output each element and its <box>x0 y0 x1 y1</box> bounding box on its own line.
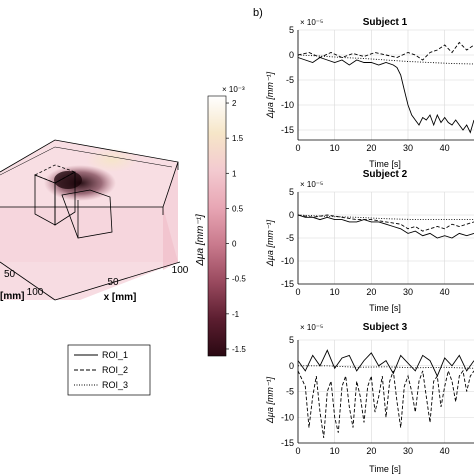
x-tick-label: 30 <box>403 143 413 153</box>
roi-cube <box>34 164 113 239</box>
activation-blob-core <box>54 171 82 189</box>
x-axis-3d <box>54 261 181 301</box>
colorbar-tick-label: 0.5 <box>232 204 244 213</box>
colorbar-tick-label: 1.5 <box>232 134 244 143</box>
y-tick-label: 5 <box>289 25 294 35</box>
y-tick-label: -15 <box>281 279 294 289</box>
x-tick-label: 0 <box>295 287 300 297</box>
x-tick-label: 40 <box>440 446 450 456</box>
subplot-title: Subject 2 <box>363 169 408 180</box>
x-axis-label: Time [s] <box>369 159 401 169</box>
x-axis-label: Time [s] <box>369 303 401 313</box>
y-tick-label: -10 <box>281 412 294 422</box>
volume-side-face <box>163 162 178 270</box>
colorbar-fill <box>207 95 227 357</box>
volume-base <box>0 262 178 300</box>
x-tick-label: 10 <box>330 287 340 297</box>
y-axis-3d <box>0 261 56 301</box>
box-wire-top-inner <box>0 146 173 176</box>
x-tick-label: 10 <box>330 446 340 456</box>
volume-front-face <box>0 207 178 262</box>
colorbar: × 10⁻³ 2 1.5 1 0.5 0 -0.5 -1 -1.5 Δμa [mm⁻¹] <box>195 85 246 357</box>
legend: ROI_1 ROI_2 ROI_3 <box>67 344 151 396</box>
y-tick-label: -5 <box>286 233 294 243</box>
series-line-roi-1 <box>297 214 474 239</box>
subplot-title: Subject 1 <box>363 17 408 28</box>
x-tick-label: 0 <box>295 446 300 456</box>
y-axis-label: Δμa [mm⁻¹] <box>265 376 275 424</box>
y-axis-label: [mm] <box>0 291 24 302</box>
panel-label-b: b) <box>253 7 263 19</box>
colorbar-tick-label: -1 <box>232 310 240 319</box>
y-tick-label: -10 <box>281 100 294 110</box>
y-tick-label: 0 <box>289 210 294 220</box>
y-exponent: × 10⁻⁵ <box>300 18 323 27</box>
y-axis-label: Δμa [mm⁻¹] <box>265 219 275 267</box>
y-tick-label: -15 <box>281 438 294 448</box>
colorbar-label: Δμa [mm⁻¹] <box>195 214 206 267</box>
colorbar-tick-label: 0 <box>232 240 237 249</box>
x-tick-label: 20 <box>366 287 376 297</box>
x-tick-50: 50 <box>107 277 119 288</box>
legend-label-roi-1: ROI_1 <box>102 350 128 360</box>
legend-label-roi-2: ROI_2 <box>102 365 128 375</box>
y-tick-label: 5 <box>289 187 294 197</box>
x-tick-label: 20 <box>366 143 376 153</box>
x-tick-label: 30 <box>403 287 413 297</box>
y-tick-label: -10 <box>281 256 294 266</box>
subplot-title: Subject 3 <box>363 322 408 333</box>
y-tick-label: -5 <box>286 75 294 85</box>
activation-glow <box>86 148 138 172</box>
series-line-roi-3 <box>297 54 474 65</box>
x-tick-label: 0 <box>295 143 300 153</box>
x-tick-100: 100 <box>172 265 189 276</box>
series-line-roi-2 <box>297 369 474 438</box>
colorbar-tick-label: -0.5 <box>232 275 246 284</box>
series-line-roi-2 <box>297 214 474 232</box>
y-tick-50: 50 <box>4 269 16 280</box>
y-axis-label: Δμa [mm⁻¹] <box>265 71 275 119</box>
colorbar-exponent: × 10⁻³ <box>222 85 245 94</box>
colorbar-tick-label: 2 <box>232 99 237 108</box>
colorbar-tick-label: -1.5 <box>232 345 246 354</box>
series-line-roi-1 <box>297 57 474 134</box>
subplot-subject-2: Subject 2 × 10⁻⁵ Δμa [mm⁻¹] Time [s] 0 10… <box>265 169 474 313</box>
y-tick-label: 0 <box>289 50 294 60</box>
x-tick-label: 40 <box>440 287 450 297</box>
x-tick-label: 10 <box>330 143 340 153</box>
x-axis-label: x [mm] <box>104 292 137 303</box>
y-exponent: × 10⁻⁵ <box>300 180 323 189</box>
colorbar-ticks: 2 1.5 1 0.5 0 -0.5 -1 -1.5 <box>226 99 246 354</box>
y-tick-label: 0 <box>289 361 294 371</box>
volume-3d: 50 100 x [mm] 50 100 [mm] <box>0 139 189 303</box>
series-line-roi-3 <box>298 365 474 369</box>
y-tick-label: -5 <box>286 387 294 397</box>
y-tick-label: -15 <box>281 125 294 135</box>
series-line-roi-3 <box>297 214 474 221</box>
x-tick-label: 20 <box>366 446 376 456</box>
x-tick-label: 40 <box>440 143 450 153</box>
series-line-roi-1 <box>297 349 474 378</box>
y-exponent: × 10⁻⁵ <box>300 323 323 332</box>
x-tick-label: 30 <box>403 446 413 456</box>
x-axis-label: Time [s] <box>369 464 401 474</box>
y-tick-100: 100 <box>27 287 44 298</box>
y-tick-label: 5 <box>289 335 294 345</box>
subplot-subject-1: Subject 1 × 10⁻⁵ Δμa [mm⁻¹] Time [s] 0 10… <box>265 17 474 169</box>
colorbar-tick-label: 1 <box>232 169 237 178</box>
legend-label-roi-3: ROI_3 <box>102 380 128 390</box>
series-line-roi-2 <box>297 41 474 61</box>
subplot-subject-3: Subject 3 × 10⁻⁵ Δμa [mm⁻¹] Time [s] 0 10… <box>265 322 474 474</box>
